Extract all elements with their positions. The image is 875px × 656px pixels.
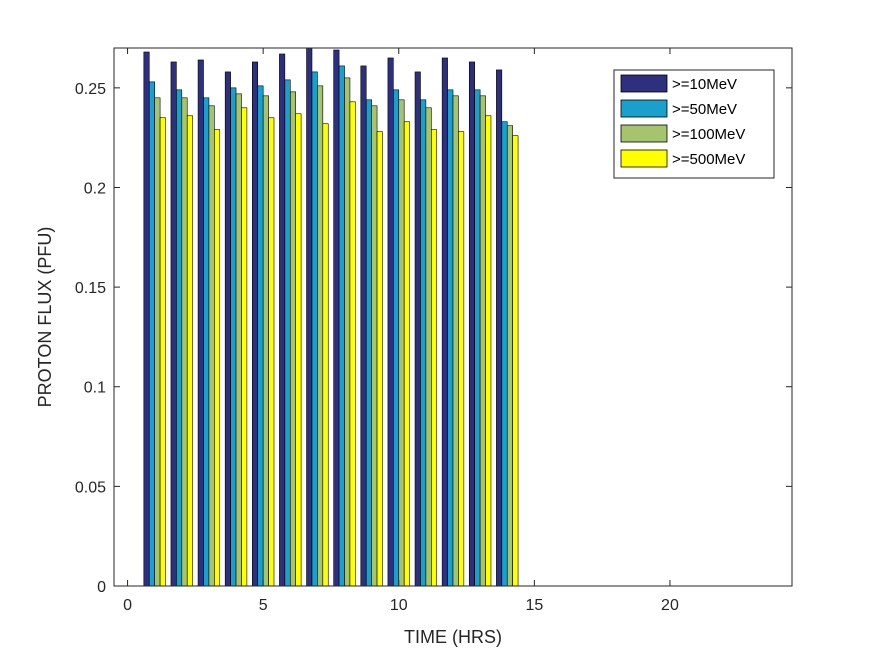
bar-2-6 [284,79,291,587]
bar-4-11 [430,129,438,587]
bar-1-10 [387,57,394,587]
bar-2-9 [365,99,372,587]
legend-label: >=100MeV [672,126,745,143]
bar-1-13 [468,61,475,587]
x-tick-label: 10 [390,597,408,614]
x-axis-ticks: 0 5 10 15 20 [123,48,679,614]
bar-3-4 [235,93,242,587]
bar-4-14 [512,135,519,587]
bar-4-2 [186,115,193,587]
bar-2-13 [474,89,481,587]
bar-4-13 [485,115,492,587]
bar-2-11 [420,99,427,587]
legend-label: >=50MeV [672,101,737,118]
x-tick-label: 5 [259,597,268,614]
bar-2-10 [393,89,400,587]
bar-4-10 [403,121,410,587]
bar-2-1 [148,81,155,587]
bar-3-9 [371,105,378,587]
bar-1-12 [441,57,448,587]
bar-2-4 [230,87,237,587]
bar-1-8 [333,49,340,587]
bar-1-7 [306,47,313,587]
bar-1-11 [414,71,421,587]
bar-3-1 [154,97,161,587]
bar-3-13 [479,95,486,587]
bar-3-5 [262,95,269,587]
bar-4-12 [458,131,465,587]
y-tick-label: 0.2 [84,180,106,197]
bar-3-7 [317,85,324,587]
legend-swatch [620,99,668,118]
bar-3-6 [289,91,296,587]
y-tick-label: 0.1 [84,380,106,397]
bar-1-9 [360,65,367,587]
bar-1-14 [496,69,503,587]
axes-box [113,47,793,587]
y-tick-label: 0.15 [75,280,106,297]
bar-1-6 [279,53,286,587]
legend: >=10MeV >=50MeV >=100MeV >=500MeV [613,69,775,179]
bar-3-8 [344,77,351,587]
bar-1-2 [170,61,177,587]
bar-1-1 [143,51,150,587]
y-tick-label: 0.05 [75,479,106,496]
bar-2-7 [311,71,318,587]
bar-2-5 [257,85,264,587]
legend-swatch [620,124,668,143]
x-tick-label: 15 [525,597,543,614]
legend-swatch [620,149,668,168]
bar-3-12 [452,95,459,587]
bar-4-6 [295,113,302,587]
bar-2-12 [447,89,454,587]
bar-2-14 [501,121,508,587]
bar-4-7 [322,123,329,587]
bar-group [143,47,519,587]
bar-2-8 [338,65,345,587]
y-tick-label: 0.25 [75,81,106,98]
bar-4-5 [268,117,275,587]
bar-2-3 [203,97,210,587]
bar-4-9 [376,131,383,587]
bar-3-10 [398,99,405,587]
x-tick-label: 0 [123,597,132,614]
y-axis-title: PROTON FLUX (PFU) [35,227,55,408]
bar-1-4 [224,71,231,587]
bar-4-8 [349,101,356,587]
bar-3-2 [181,97,188,587]
legend-swatch [620,74,668,93]
y-axis-ticks: 0 0.05 0.1 0.15 0.2 0.25 [75,81,792,596]
x-tick-label: 20 [661,597,679,614]
bar-2-2 [176,89,183,587]
bar-1-5 [252,61,259,587]
bar-1-3 [197,59,204,587]
x-axis-title: TIME (HRS) [404,627,502,647]
legend-label: >=500MeV [672,151,745,168]
bar-4-3 [214,129,221,587]
y-tick-label: 0 [97,579,106,596]
bar-3-3 [208,105,215,587]
bar-3-14 [506,125,513,587]
bar-4-1 [159,117,166,587]
bar-4-4 [241,107,248,587]
legend-label: >=10MeV [672,76,737,93]
bar-3-11 [425,107,432,587]
